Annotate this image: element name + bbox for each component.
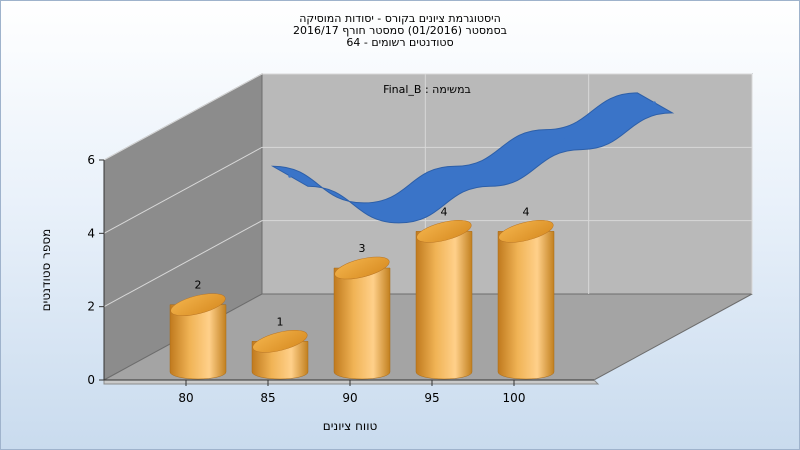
- x-tick-label: 95: [424, 391, 439, 405]
- data-label: 2: [195, 279, 202, 292]
- line-point: [470, 174, 474, 178]
- bar-top: [334, 256, 390, 280]
- line-point: [561, 138, 565, 142]
- line-point: [379, 211, 383, 215]
- chart-axes: Final_B : במשימה 0 2 4 6 80 85 90 95 100 טווח ציונ…: [39, 83, 594, 433]
- bar: [415, 231, 473, 380]
- line-point: [652, 101, 656, 105]
- y-tick-label: 4: [87, 226, 95, 240]
- data-label: 4: [441, 205, 448, 218]
- y-tick-label: 6: [87, 153, 95, 167]
- floor-front-edge: [103, 379, 600, 385]
- data-label: 3: [359, 242, 366, 255]
- bar-top: [498, 220, 554, 243]
- data-label: 1: [277, 315, 284, 328]
- chart-subtitle-count: סטודנטים רשומים - 64: [346, 36, 454, 49]
- data-label: 4: [523, 205, 530, 218]
- chart-title: היסטוגרמת ציונים בקורס - יסודות המוסיקה: [299, 12, 501, 25]
- x-tick-label: 90: [342, 391, 357, 405]
- line-point: [288, 174, 292, 178]
- y-axis-title: מספר סטודנטים: [39, 229, 53, 312]
- bar: [333, 267, 391, 380]
- bar-top: [252, 330, 308, 353]
- x-tick-label: 85: [260, 391, 275, 405]
- x-tick-label: 80: [178, 391, 193, 405]
- line-series-ribbon: [270, 92, 675, 224]
- x-tick-label: 100: [503, 391, 526, 405]
- bar: [169, 304, 227, 380]
- x-axis-title: טווח ציונים: [323, 419, 378, 433]
- bar: [497, 231, 555, 380]
- y-tick-label: 0: [87, 373, 95, 387]
- bar-series: 2 1 3 4 4: [169, 205, 555, 380]
- chart-subtitle: בסמסטר (01/2016) סמסטר חורף 2016/17: [293, 24, 507, 37]
- line-series: [270, 92, 675, 224]
- chart-annotation: Final_B : במשימה: [383, 83, 471, 96]
- bar-top: [170, 293, 226, 316]
- y-tick-label: 2: [87, 300, 95, 314]
- bar-top: [416, 220, 472, 243]
